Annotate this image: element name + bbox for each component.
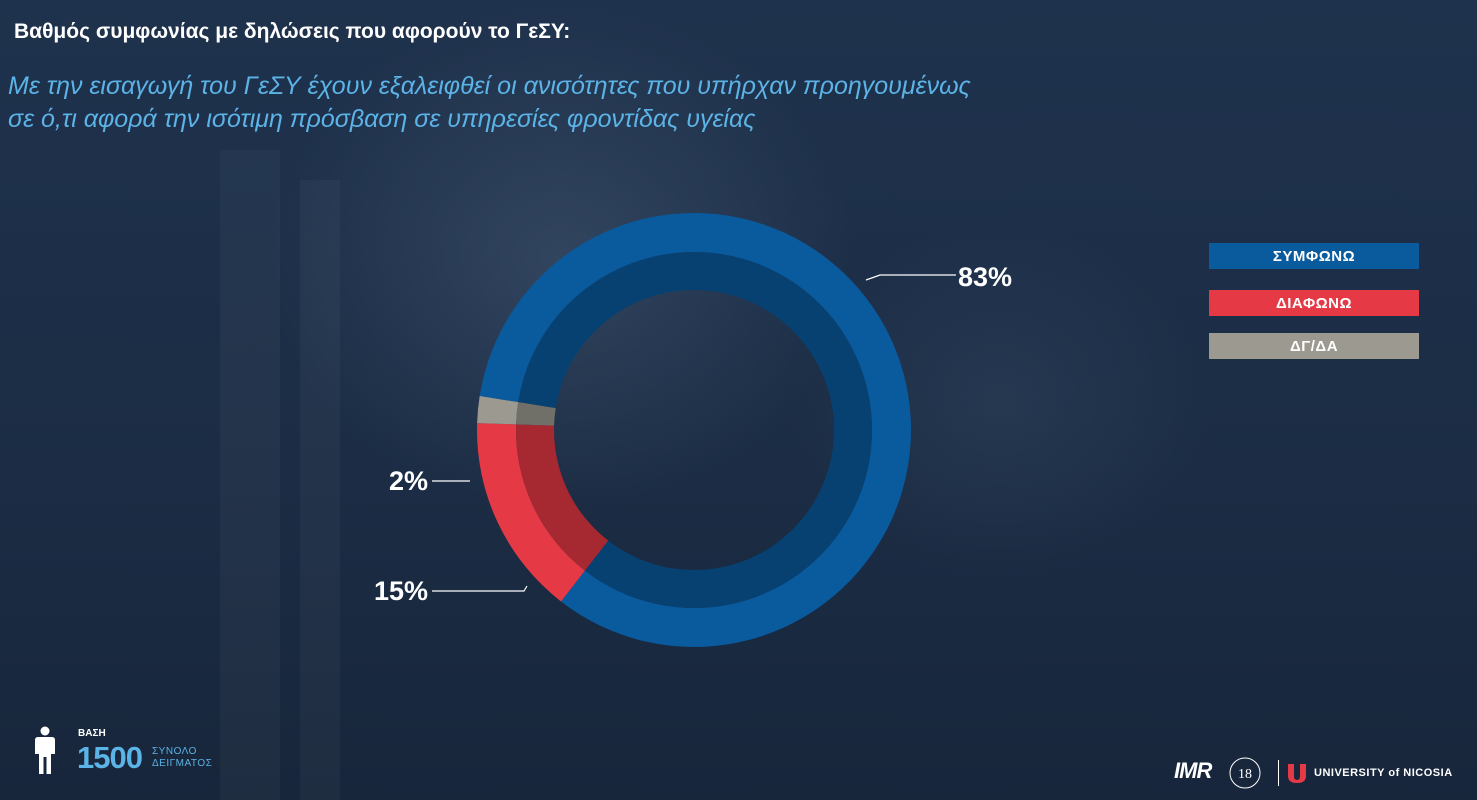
legend-item: ΔΙΑΦΩΝΩ <box>1209 290 1419 316</box>
imr-logo: IMR <box>1174 758 1212 783</box>
base-label: ΒΑΣΗ <box>78 728 106 739</box>
university-nicosia-icon <box>1288 764 1306 783</box>
page-title: Βαθμός συμφωνίας με δηλώσεις που αφορούν… <box>14 20 571 43</box>
donut-slice-inner <box>516 402 556 426</box>
slice-value-label: 2% <box>389 466 428 496</box>
legend-item: ΔΓ/ΔΑ <box>1209 333 1419 359</box>
university-nicosia-logo: UNIVERSITY of NICOSIA <box>1314 767 1453 779</box>
donut-slice-inner <box>516 424 609 571</box>
legend-item: ΣΥΜΦΩΝΩ <box>1209 243 1419 269</box>
logo-divider <box>1278 760 1279 786</box>
base-description: ΣΥΝΟΛΟ ΔΕΙΓΜΑΤΟΣ <box>152 746 212 770</box>
chart-subtitle: Με την εισαγωγή του ΓεΣΥ έχουν εξαλειφθε… <box>8 70 1208 136</box>
subtitle-line-2: σε ό,τι αφορά την ισότιμη πρόσβαση σε υπ… <box>8 105 756 133</box>
seal-number: 18 <box>1238 767 1252 782</box>
person-icon <box>35 726 55 774</box>
subtitle-line-1: Με την εισαγωγή του ΓεΣΥ έχουν εξαλειφθε… <box>8 72 971 100</box>
donut-slice-outer <box>477 396 519 425</box>
donut-slice-outer <box>477 423 585 602</box>
base-value: 1500 <box>77 740 143 775</box>
leader-line <box>432 585 528 592</box>
footer-logos: IMR 18 UNIVERSITY of NICOSIA <box>1174 756 1454 792</box>
leader-line <box>865 274 956 281</box>
base-text-line-1: ΣΥΝΟΛΟ <box>152 746 197 757</box>
sample-base: ΒΑΣΗ 1500 ΣΥΝΟΛΟ ΔΕΙΓΜΑΤΟΣ <box>34 724 234 776</box>
base-text-line-2: ΔΕΙΓΜΑΤΟΣ <box>152 758 213 769</box>
slice-value-label: 83% <box>958 262 1012 292</box>
anniversary-seal-icon: 18 <box>1229 757 1261 789</box>
slice-value-label: 15% <box>374 576 428 606</box>
